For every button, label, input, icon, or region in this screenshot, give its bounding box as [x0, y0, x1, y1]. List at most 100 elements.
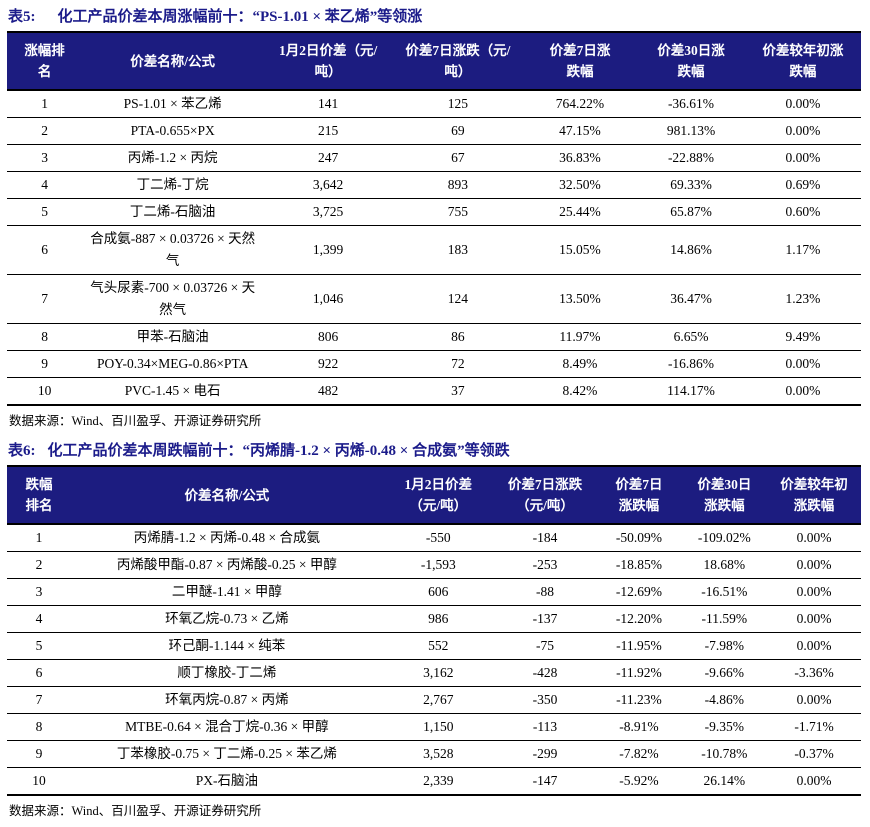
cell-7d-pct: 25.44% — [522, 198, 638, 226]
table5-gainers-table: 涨幅排名 价差名称/公式 1月2日价差（元/吨） 价差7日涨跌（元/吨） 价差7… — [7, 31, 861, 406]
cell-name: 丁二烯-丁烷 — [82, 171, 264, 199]
cell-rank: 4 — [7, 171, 83, 199]
table-row: 6 合成氨-887 × 0.03726 × 天然气 1,399 183 15.05% 14… — [7, 225, 861, 275]
cell-7d-change: 755 — [392, 198, 523, 226]
cell-rank: 5 — [7, 198, 83, 226]
cell-jan2-spread: 3,725 — [263, 198, 393, 226]
table-row: 2 PTA-0.655×PX 215 69 47.15% 981.13% 0.00% — [7, 117, 861, 145]
cell-ytd-pct: 0.00% — [744, 90, 861, 118]
cell-7d-pct: 764.22% — [522, 90, 638, 118]
table-row: 4 丁二烯-丁烷 3,642 893 32.50% 69.33% 0.69% — [7, 171, 861, 199]
cell-7d-pct: 11.97% — [522, 323, 638, 351]
cell-7d-change: 183 — [392, 225, 523, 275]
cell-7d-change: -88 — [493, 578, 597, 606]
cell-rank: 2 — [7, 117, 83, 145]
cell-name: 丙烯-1.2 × 丙烷 — [82, 144, 264, 172]
cell-rank: 1 — [7, 90, 83, 118]
cell-7d-change: -113 — [493, 713, 597, 741]
cell-rank: 4 — [7, 605, 72, 633]
cell-ytd-pct: 0.00% — [767, 551, 861, 579]
table5-title-label: 表5: — [8, 9, 36, 25]
cell-7d-pct: -18.85% — [596, 551, 682, 579]
cell-name: 丙烯腈-1.2 × 丙烯-0.48 × 合成氨 — [71, 524, 383, 552]
t6-col-jan2-spread: 1月2日价差 （元/吨） — [382, 466, 494, 525]
t5-col-rank: 涨幅排名 — [7, 32, 83, 91]
cell-7d-pct: -11.92% — [596, 659, 682, 687]
cell-jan2-spread: 2,339 — [423, 773, 454, 788]
cell-jan2-spread: 986 — [382, 605, 494, 633]
table5-section: 表5: 化工产品价差本周涨幅前十：“PS-1.01 × 苯乙烯”等领涨 涨幅排名 … — [7, 5, 861, 437]
table6-losers-table: 跌幅 排名 价差名称/公式 1月2日价差 （元/吨） 价差7日涨跌 （元/吨） 价差7… — [7, 465, 861, 796]
cell-jan2-spread: 2,767 — [382, 686, 494, 714]
cell-7d-change: 37 — [451, 383, 465, 398]
cell-ytd-pct: 0.00% — [744, 117, 861, 145]
cell-7d-change: 86 — [392, 323, 523, 351]
cell-30d-pct: -22.88% — [637, 144, 745, 172]
cell-name: 环己酮-1.144 × 纯苯 — [71, 632, 383, 660]
cell-name: 顺丁橡胶-丁二烯 — [71, 659, 383, 687]
cell-jan2-spread: 1,046 — [263, 274, 393, 324]
table-row: 7 气头尿素-700 × 0.03726 × 天然气 1,046 124 13.50% 3… — [7, 274, 861, 324]
cell-30d-pct: -109.02% — [681, 524, 768, 552]
cell-name: 合成氨-887 × 0.03726 × 天然气 — [82, 225, 264, 275]
cell-ytd-pct: 0.00% — [767, 686, 861, 714]
cell-7d-pct: 36.83% — [522, 144, 638, 172]
cell-jan2-spread: 606 — [382, 578, 494, 606]
table-row: 2 丙烯酸甲酯-0.87 × 丙烯酸-0.25 × 甲醇 -1,593 -253 -18… — [7, 551, 861, 579]
cell-30d-pct: -16.86% — [637, 350, 745, 378]
cell-rank: 3 — [7, 578, 72, 606]
cell-name: 环氧丙烷-0.87 × 丙烯 — [71, 686, 383, 714]
cell-name: 气头尿素-700 × 0.03726 × 天然气 — [82, 274, 264, 324]
cell-ytd-pct: 0.00% — [767, 578, 861, 606]
t6-col-30d-pct: 价差30日 涨跌幅 — [681, 466, 768, 525]
cell-jan2-spread: 215 — [263, 117, 393, 145]
cell-7d-pct: 47.15% — [522, 117, 638, 145]
cell-jan2-spread: 3,642 — [263, 171, 393, 199]
cell-jan2-spread: 247 — [263, 144, 393, 172]
cell-jan2-spread: 3,528 — [382, 740, 494, 768]
cell-30d-pct: 65.87% — [637, 198, 745, 226]
cell-30d-pct: -9.66% — [681, 659, 768, 687]
table-row: 7 环氧丙烷-0.87 × 丙烯 2,767 -350 -11.23% -4.86% 0.0… — [7, 686, 861, 714]
cell-jan2-spread: -550 — [382, 524, 494, 552]
table-row: 9 丁苯橡胶-0.75 × 丁二烯-0.25 × 苯乙烯 3,528 -299 -7.8… — [7, 740, 861, 768]
t5-col-7d-change: 价差7日涨跌（元/吨） — [392, 32, 523, 91]
t5-col-jan2-spread: 1月2日价差（元/吨） — [263, 32, 393, 91]
cell-ytd-pct: 0.00% — [744, 144, 861, 172]
cell-7d-change: -428 — [493, 659, 597, 687]
cell-rank: 9 — [7, 350, 83, 378]
cell-ytd-pct: 0.60% — [744, 198, 861, 226]
cell-ytd-pct: -0.37% — [767, 740, 861, 768]
cell-7d-change: -253 — [493, 551, 597, 579]
cell-7d-pct: 32.50% — [522, 171, 638, 199]
table-row: 6 顺丁橡胶-丁二烯 3,162 -428 -11.92% -9.66% -3.36% — [7, 659, 861, 687]
cell-30d-pct: 26.14% — [703, 773, 746, 788]
table-row: 5 环己酮-1.144 × 纯苯 552 -75 -11.95% -7.98% 0.00% — [7, 632, 861, 660]
table5-title-text: 化工产品价差本周涨幅前十：“PS-1.01 × 苯乙烯”等领涨 — [57, 9, 423, 25]
cell-ytd-pct: 1.17% — [744, 225, 861, 275]
cell-7d-change: -147 — [532, 773, 558, 788]
cell-name: 二甲醚-1.41 × 甲醇 — [71, 578, 383, 606]
t5-col-name: 价差名称/公式 — [82, 32, 264, 91]
cell-jan2-spread: 806 — [263, 323, 393, 351]
cell-7d-pct: -11.95% — [596, 632, 682, 660]
cell-30d-pct: 981.13% — [637, 117, 745, 145]
cell-30d-pct: 36.47% — [637, 274, 745, 324]
cell-ytd-pct: 0.00% — [796, 773, 832, 788]
cell-7d-change: -184 — [493, 524, 597, 552]
cell-ytd-pct: 0.00% — [744, 350, 861, 378]
cell-7d-pct: 8.42% — [562, 383, 598, 398]
cell-rank: 9 — [7, 740, 72, 768]
cell-name: PVC-1.45 × 电石 — [124, 383, 221, 398]
cell-ytd-pct: 1.23% — [744, 274, 861, 324]
table6-header: 跌幅 排名 价差名称/公式 1月2日价差 （元/吨） 价差7日涨跌 （元/吨） 价差7… — [7, 466, 861, 525]
table-row: 8 MTBE-0.64 × 混合丁烷-0.36 × 甲醇 1,150 -113 -8.9… — [7, 713, 861, 741]
cell-30d-pct: 114.17% — [667, 383, 715, 398]
cell-30d-pct: -9.35% — [681, 713, 768, 741]
cell-7d-change: 67 — [392, 144, 523, 172]
table-row: 10 PX-石脑油 2,339 -147 -5.92% 26.14% 0.00% — [7, 768, 861, 796]
table6-section: 表6: 化工产品价差本周跌幅前十：“丙烯腈-1.2 × 丙烯-0.48 × 合成氨… — [7, 439, 861, 827]
cell-rank: 3 — [7, 144, 83, 172]
cell-jan2-spread: 482 — [317, 383, 339, 398]
t6-col-name: 价差名称/公式 — [71, 466, 383, 525]
